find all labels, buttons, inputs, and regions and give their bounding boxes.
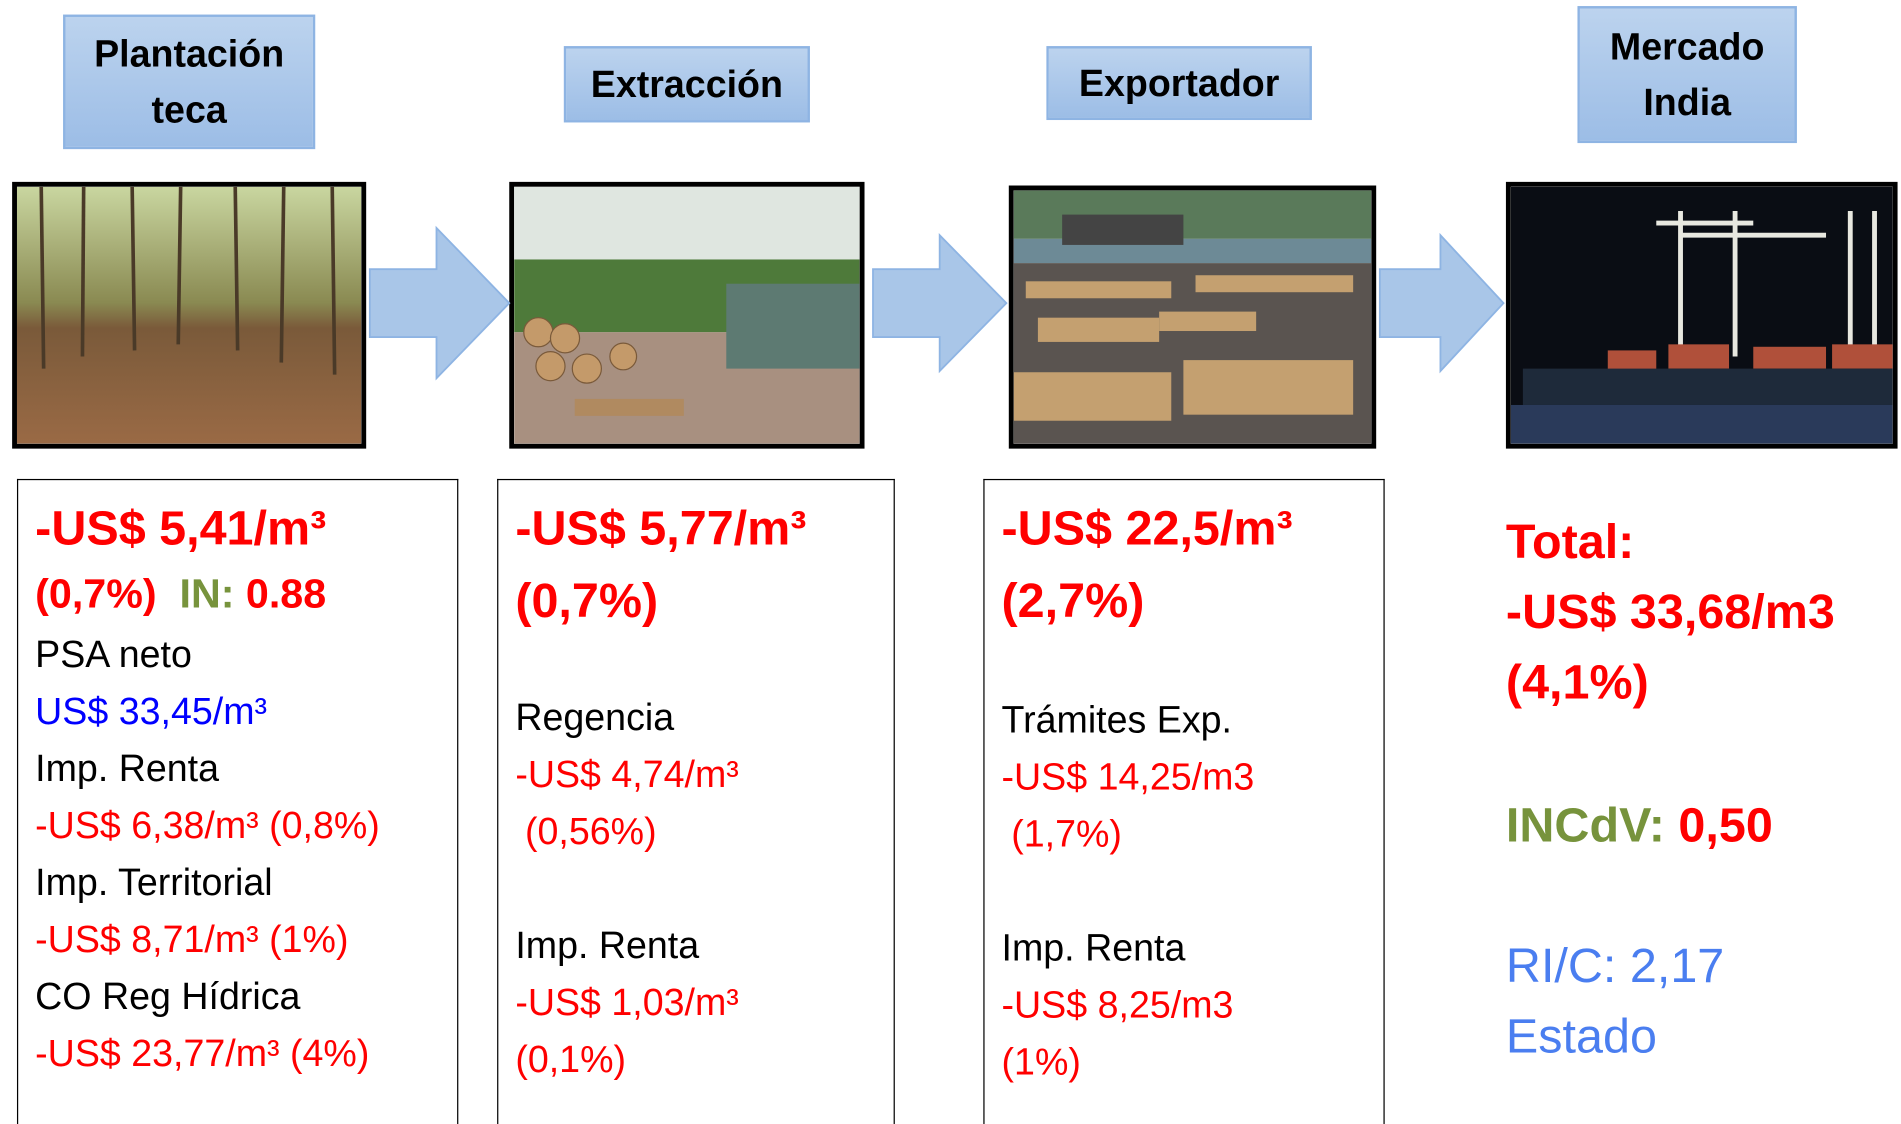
item-value: -US$ 1,03/m³	[515, 974, 876, 1031]
stage-cost: -US$ 22,5/m³	[1002, 495, 1367, 563]
stage-share: (4,1%)	[1506, 647, 1901, 717]
stage-cost: -US$ 5,41/m³	[35, 495, 440, 563]
item-share: (1%)	[1002, 1033, 1367, 1090]
stage-cost: -US$ 33,68/m3	[1506, 577, 1901, 647]
index-row: INCdV: 0,50	[1506, 791, 1901, 861]
cost-box: -US$ 22,5/m³ (2,7%) Trámites Exp. -US$ 1…	[983, 479, 1384, 1124]
item-name: Imp. Territorial	[35, 854, 440, 911]
item-name: Imp. Renta	[1002, 919, 1367, 976]
cost-box: -US$ 5,41/m³ (0,7%) IN: 0.88 PSA neto US…	[17, 479, 458, 1124]
value-chain-slide: Plantación teca Extracción Exportador Me…	[0, 0, 1901, 1124]
index-value: 0.88	[246, 571, 326, 617]
item-share: (0,56%)	[515, 803, 876, 860]
item-value: -US$ 14,25/m3	[1002, 748, 1367, 805]
index-value: 0,50	[1678, 799, 1772, 852]
item-value: -US$ 6,38/m³ (0,8%)	[35, 797, 440, 854]
total-label: Total:	[1506, 507, 1901, 577]
item-value: -US$ 4,74/m³	[515, 746, 876, 803]
index-label: IN:	[180, 571, 235, 617]
item-value: -US$ 23,77/m³ (4%)	[35, 1025, 440, 1082]
index-label: INCdV:	[1506, 799, 1665, 852]
share-row: (0,7%) IN: 0.88	[35, 563, 440, 626]
stage-share: (0,7%)	[35, 571, 156, 617]
total-block: Total: -US$ 33,68/m3 (4,1%) INCdV: 0,50 …	[1506, 507, 1901, 1072]
flow-arrow	[873, 235, 1006, 371]
item-name: CO Reg Hídrica	[35, 968, 440, 1025]
item-name: Regencia	[515, 689, 876, 746]
item-name: Trámites Exp.	[1002, 691, 1367, 748]
item-name: PSA neto	[35, 626, 440, 683]
item-value: US$ 33,45/m³	[35, 683, 440, 740]
item-share: (0,1%)	[515, 1031, 876, 1088]
arrows	[0, 0, 1901, 509]
flow-arrow	[370, 228, 509, 378]
item-share: (1,7%)	[1002, 805, 1367, 862]
item-value: -US$ 8,25/m3	[1002, 976, 1367, 1033]
stage-cost: -US$ 5,77/m³	[515, 495, 876, 563]
flow-arrow	[1380, 235, 1504, 371]
ratio: RI/C: 2,17	[1506, 931, 1901, 1001]
item-name: Imp. Renta	[515, 917, 876, 974]
stage-share: (0,7%)	[515, 563, 876, 641]
stage-share: (2,7%)	[1002, 563, 1367, 641]
ratio-note: Estado	[1506, 1002, 1901, 1072]
item-name: Imp. Renta	[35, 740, 440, 797]
cost-box: -US$ 5,77/m³ (0,7%) Regencia -US$ 4,74/m…	[497, 479, 895, 1124]
item-value: -US$ 8,71/m³ (1%)	[35, 911, 440, 968]
